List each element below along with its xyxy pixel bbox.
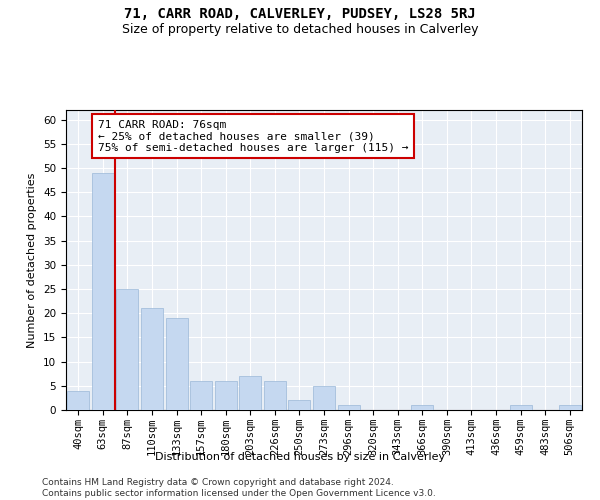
Bar (509, 405, 532, 410)
Text: Distribution of detached houses by size in Calverley: Distribution of detached houses by size … (155, 452, 445, 462)
Bar (190, 381, 212, 410)
Bar (559, 405, 581, 410)
Bar (289, 400, 310, 410)
Bar (116, 289, 139, 410)
Bar (411, 405, 433, 410)
Bar (141, 308, 163, 410)
Bar (215, 381, 237, 410)
Text: Size of property relative to detached houses in Calverley: Size of property relative to detached ho… (122, 22, 478, 36)
Bar (313, 386, 335, 410)
Text: 71 CARR ROAD: 76sqm
← 25% of detached houses are smaller (39)
75% of semi-detach: 71 CARR ROAD: 76sqm ← 25% of detached ho… (98, 120, 409, 153)
Text: Contains HM Land Registry data © Crown copyright and database right 2024.
Contai: Contains HM Land Registry data © Crown c… (42, 478, 436, 498)
Bar (92, 173, 114, 410)
Bar (264, 381, 286, 410)
Text: 71, CARR ROAD, CALVERLEY, PUDSEY, LS28 5RJ: 71, CARR ROAD, CALVERLEY, PUDSEY, LS28 5… (124, 8, 476, 22)
Bar (67, 390, 89, 410)
Bar (166, 318, 188, 410)
Y-axis label: Number of detached properties: Number of detached properties (28, 172, 37, 348)
Bar (338, 405, 359, 410)
Bar (239, 376, 262, 410)
